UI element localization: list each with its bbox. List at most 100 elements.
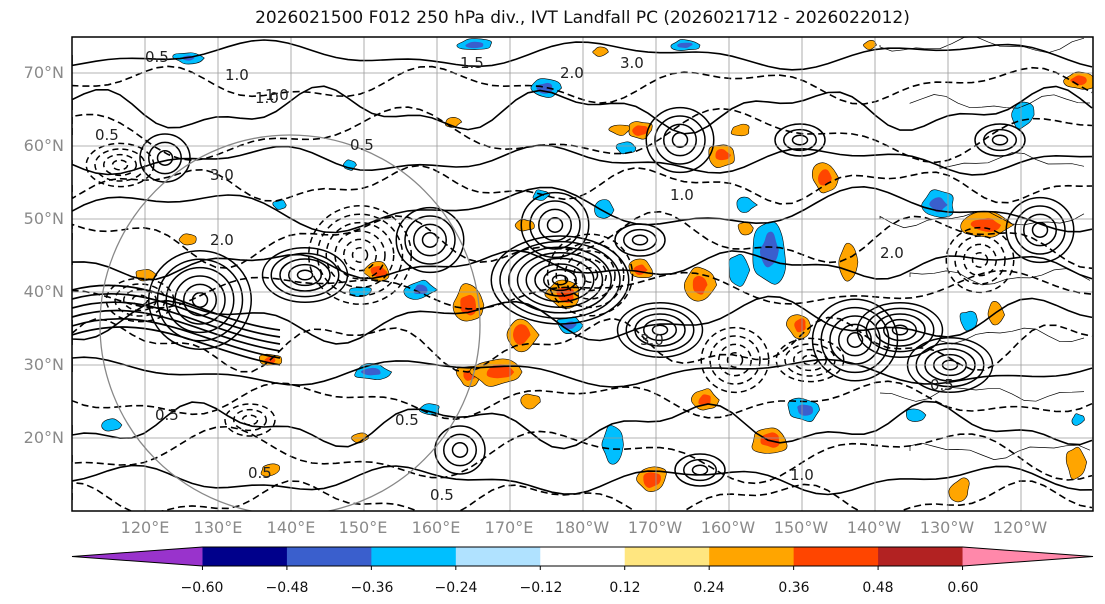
negative-contour [72,270,1093,310]
positive-contour-ring [625,307,695,353]
colorbar-segment [540,547,626,566]
negative-contour-ring [351,247,369,263]
coastline [909,94,1091,109]
positive-contour-ring [691,464,709,476]
positive-contour-ring [516,252,604,308]
negative-contour [72,425,1093,485]
colorbar-segment [624,547,710,566]
positive-contour-ring [846,332,864,348]
positive-contour [72,400,1093,450]
colorbar-ticks: −0.60 −0.48 −0.36 −0.24 −0.12 0.12 0.24 … [181,580,979,596]
positive-contour-ring [671,132,689,148]
negative-contour-ring [105,277,175,323]
contour-label: 0.5 [350,136,374,154]
positive-contour-ring [774,123,826,157]
contour-label: 2.0 [880,244,904,262]
contour-label: 1.0 [265,86,289,104]
colorbar-segment [455,547,541,566]
latitude-axis: 70°N 60°N 50°N 40°N 30°N 20°N [24,63,64,447]
positive-divergence-core [715,148,732,161]
colorbar-segment [709,547,795,566]
negative-contour [72,380,1093,421]
positive-divergence-area [948,477,970,503]
lon-label: 170°W [628,518,683,537]
negative-divergence-area [1071,413,1085,426]
lon-label: 130°E [194,518,243,537]
colorbar-segment [793,547,879,566]
positive-contour-ring [165,266,235,334]
positive-contour-ring [838,323,872,357]
contour-label: 1.0 [670,186,694,204]
coastline [909,268,1091,286]
lat-label: 60°N [24,136,64,155]
negative-contour-ring [325,221,395,289]
positive-contour-ring [529,200,581,250]
negative-contour-ring [793,348,827,372]
contour-label: 3.0 [620,54,644,72]
positive-contour-ring [654,115,706,165]
colorbar-segment [878,547,964,566]
colorbar-tick-label: −0.48 [266,580,309,596]
negative-contour [72,210,1093,270]
negative-contour [72,480,1093,511]
colorbar-tick-label: −0.60 [181,580,224,596]
positive-divergence-area [592,46,609,57]
positive-contour-ring [974,123,1026,157]
positive-divergence-core [817,169,832,186]
positive-contour [72,185,1093,234]
positive-contour [72,301,281,345]
negative-contour-ring [945,226,1015,294]
negative-contour-ring [573,258,607,292]
contour-label: 1.5 [460,54,484,72]
positive-contour-ring [883,318,917,342]
positive-contour-ring [631,234,649,246]
positive-divergence-area [863,40,877,50]
lon-label: 140°E [267,518,316,537]
negative-contour-ring [241,414,259,426]
positive-contour [72,295,1093,345]
positive-contour-ring [174,275,226,325]
coastline [939,152,1085,169]
positive-contour-ring [856,302,944,358]
negative-contour-ring [726,352,744,368]
negative-contour-ring [111,159,129,171]
negative-divergence-area [905,408,927,422]
contour-label: 0.5 [155,406,179,424]
lon-label: 170°E [485,518,534,537]
lat-label: 50°N [24,209,64,228]
lon-label: 150°E [339,518,388,537]
contour-label: 0.5 [145,48,169,66]
positive-contour-ring [395,206,465,274]
colorbar-segment [371,547,457,566]
negative-contour-ring [971,252,989,268]
positive-contour-ring [643,318,677,342]
positive-contour-ring [499,240,621,320]
positive-contour-ring [148,250,252,350]
positive-divergence-area [178,233,197,246]
positive-contour-ring [538,208,572,242]
positive-contour-ring [421,232,439,248]
positive-divergence-core [513,324,531,345]
negative-divergence-core [929,197,948,213]
negative-contour-ring [343,238,377,272]
negative-contour-ring [564,250,616,300]
negative-contour-ring [224,403,276,437]
positive-contour [72,249,1093,281]
positive-contour-ring [546,217,564,233]
positive-contour [72,284,281,331]
colorbar-tick-label: −0.12 [520,580,563,596]
negative-divergence-area [615,141,637,155]
positive-contour-ring [534,263,586,297]
negative-contour-ring [85,142,155,188]
positive-divergence-area [608,124,631,136]
colorbar-tick-label: 0.36 [778,580,809,596]
colorbar-tick-label: −0.24 [435,580,478,596]
positive-contour-ring [451,442,469,458]
positive-contour-ring [991,134,1009,146]
positive-contour-ring [288,263,322,287]
negative-divergence-core [797,404,814,416]
positive-contour [72,292,281,338]
positive-divergence-core [643,472,661,488]
colorbar [71,546,1094,570]
lon-label: 180°W [555,518,610,537]
